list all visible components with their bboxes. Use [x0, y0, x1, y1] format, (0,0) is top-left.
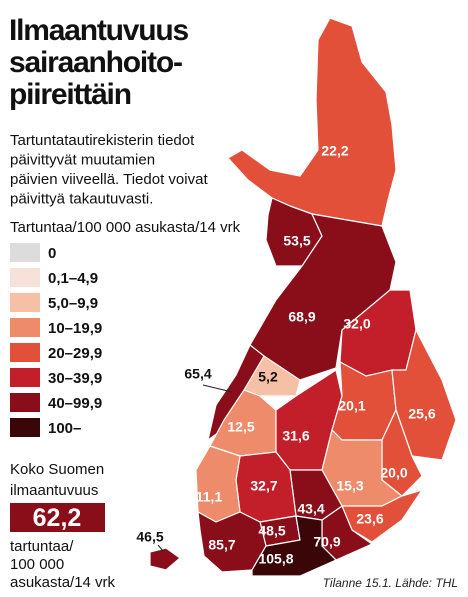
region-label: 65,4 — [184, 366, 211, 382]
region-label: 12,5 — [227, 419, 254, 435]
legend-swatch — [10, 343, 40, 362]
legend-label: 30–39,9 — [48, 370, 102, 387]
region-label: 68,9 — [288, 309, 315, 325]
intro-text: päivittyvät muutamien — [10, 152, 155, 169]
legend-swatch — [10, 293, 40, 312]
legend-label: 5,0–9,9 — [48, 295, 98, 312]
region-label: 43,4 — [297, 501, 324, 517]
region-label: 25,6 — [408, 406, 435, 422]
region-label: 20,0 — [380, 465, 407, 481]
region-label: 31,6 — [282, 428, 309, 444]
legend-swatch — [10, 393, 40, 412]
legend-label: 20–29,9 — [48, 345, 102, 362]
national-box — [10, 503, 105, 532]
region-label: 20,1 — [338, 398, 365, 414]
region-label: 32,0 — [343, 316, 370, 332]
region — [195, 445, 241, 523]
legend-swatch — [10, 318, 40, 337]
region-label: 48,5 — [258, 523, 285, 539]
legend-swatch — [10, 268, 40, 287]
legend-label: 40–99,9 — [48, 395, 102, 412]
region-label: 70,9 — [313, 534, 340, 550]
region-label: 105,8 — [258, 551, 293, 567]
intro-text: päivien viiveellä. Tiedot voivat — [10, 171, 208, 188]
legend-title: Tartuntaa/100 000 asukasta/14 vrk — [10, 219, 241, 236]
region — [243, 355, 301, 397]
region-label: 46,5 — [136, 529, 163, 545]
region-label: 32,7 — [250, 478, 277, 494]
title: piireittäin — [9, 78, 131, 111]
national-unit: tartuntaa/ — [10, 538, 74, 555]
legend-label: 10–19,9 — [48, 320, 102, 337]
legend-swatch — [10, 368, 40, 387]
region — [251, 515, 337, 577]
region-label: 22,2 — [321, 143, 348, 159]
legend-swatch — [10, 243, 40, 262]
region-label: 53,5 — [283, 233, 310, 249]
national-value: 62,2 — [33, 504, 82, 532]
region — [227, 17, 397, 227]
source: Tilanne 15.1. Lähde: THL — [323, 576, 458, 590]
region-label: 11,1 — [196, 489, 223, 505]
legend-label: 0,1–4,9 — [48, 270, 98, 287]
region-label: 5,2 — [258, 369, 278, 385]
region-label: 23,6 — [356, 511, 383, 527]
legend-label: 0 — [48, 245, 56, 262]
region-label: 15,3 — [336, 478, 363, 494]
region — [149, 547, 181, 571]
national-title: Koko Suomen — [10, 461, 104, 478]
title: sairaanhoito- — [9, 46, 182, 79]
title: Ilmaantuvuus — [9, 14, 188, 47]
national-unit: asukasta/14 vrk — [10, 574, 116, 591]
legend-swatch — [10, 418, 40, 437]
intro-text: päivittyä takautuvasti. — [10, 191, 153, 208]
legend-label: 100– — [48, 420, 81, 437]
leader-line — [202, 384, 233, 393]
national-title: ilmaantuvuus — [10, 482, 98, 499]
leader-line — [157, 544, 164, 552]
intro-text: Tartuntatautirekisterin tiedot — [10, 132, 195, 149]
national-unit: 100 000 — [10, 556, 64, 573]
region-label: 85,7 — [208, 537, 235, 553]
